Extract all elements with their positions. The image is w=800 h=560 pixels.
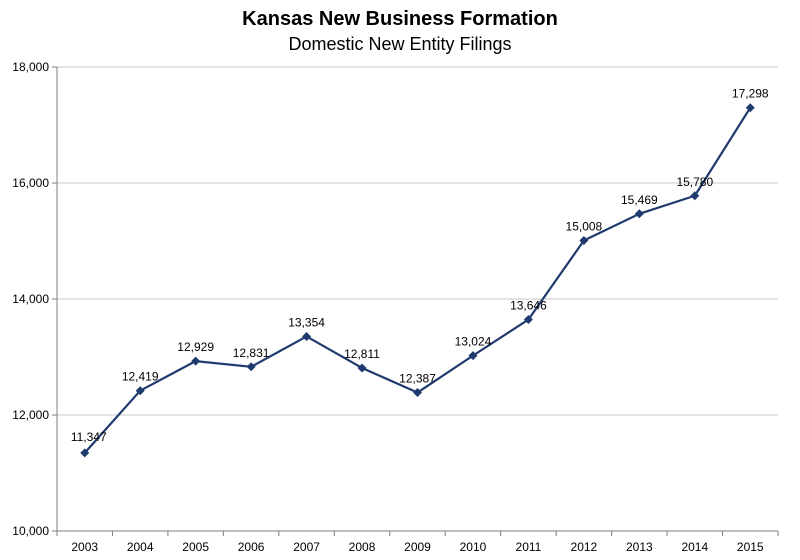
x-tick-label: 2003 xyxy=(71,540,98,554)
chart-title: Kansas New Business Formation xyxy=(242,8,558,30)
data-point-marker xyxy=(413,388,422,398)
x-tick-label: 2015 xyxy=(737,540,764,554)
data-point-marker xyxy=(468,351,478,361)
y-tick-label: 10,000 xyxy=(12,524,49,538)
data-label: 12,419 xyxy=(122,370,159,384)
x-tick-label: 2013 xyxy=(626,540,653,554)
data-markers xyxy=(80,103,755,458)
y-tick-label: 12,000 xyxy=(12,408,49,422)
x-tick-label: 2006 xyxy=(238,540,265,554)
x-tick-label: 2012 xyxy=(571,540,598,554)
chart-subtitle: Domestic New Entity Filings xyxy=(288,34,512,54)
data-label: 13,646 xyxy=(510,299,547,313)
data-label: 17,298 xyxy=(732,87,769,101)
x-tick-label: 2004 xyxy=(127,540,154,554)
x-tick-label: 2010 xyxy=(460,540,487,554)
data-label: 12,831 xyxy=(233,346,270,360)
x-tick-label: 2007 xyxy=(293,540,320,554)
x-tick-label: 2014 xyxy=(681,540,708,554)
data-point-marker xyxy=(690,191,700,201)
data-point-marker xyxy=(523,315,533,325)
data-label: 15,469 xyxy=(621,193,658,207)
axes xyxy=(52,66,779,536)
data-label: 12,811 xyxy=(344,347,380,361)
y-tick-label: 18,000 xyxy=(12,60,49,74)
x-tick-label: 2005 xyxy=(182,540,209,554)
data-point-marker xyxy=(579,236,589,246)
data-label: 15,008 xyxy=(566,220,603,234)
series-line xyxy=(83,107,752,454)
data-label: 11,347 xyxy=(71,430,107,444)
data-point-marker xyxy=(80,448,90,458)
data-labels: 11,347 12,419 12,929 12,831 13,354 12,811 12,3… xyxy=(71,87,769,444)
data-point-marker xyxy=(634,209,644,219)
data-label: 13,024 xyxy=(455,335,492,349)
data-point-marker xyxy=(135,386,145,396)
data-label: 15,780 xyxy=(676,175,713,189)
data-point-marker xyxy=(246,362,256,372)
x-tick-label: 2009 xyxy=(404,540,431,554)
data-label: 12,387 xyxy=(399,372,436,386)
y-tick-labels: 10,000 12,000 14,000 16,000 18,000 xyxy=(12,60,49,538)
data-point-marker xyxy=(745,103,755,113)
data-point-marker xyxy=(302,331,312,341)
x-tick-labels: 2003 2004 2005 2006 2007 2008 2009 2010 2011 2012… xyxy=(71,540,764,554)
data-point-marker xyxy=(191,356,201,366)
gridlines xyxy=(57,66,778,416)
data-point-marker xyxy=(357,363,367,373)
x-tick-label: 2008 xyxy=(349,540,376,554)
y-tick-label: 14,000 xyxy=(12,292,49,306)
data-label: 13,354 xyxy=(288,315,325,329)
y-tick-label: 16,000 xyxy=(12,176,49,190)
x-tick-label: 2011 xyxy=(516,540,542,554)
series-line xyxy=(83,107,752,454)
data-label: 12,929 xyxy=(177,340,214,354)
